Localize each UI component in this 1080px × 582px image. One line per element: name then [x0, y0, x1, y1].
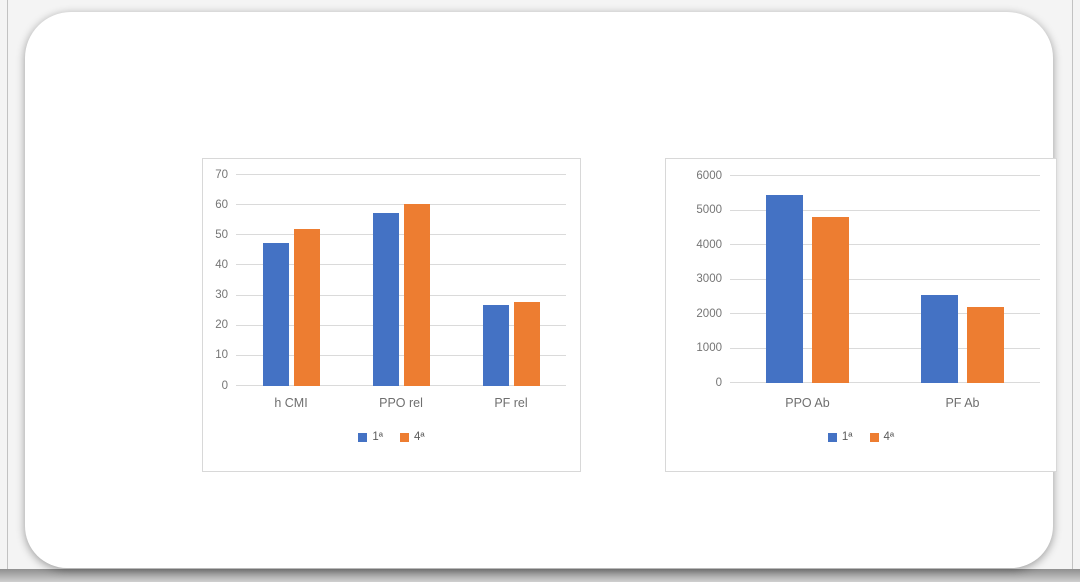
legend: 1ª 4ª	[666, 431, 1056, 444]
y-axis: 0 10 20 30 40 50 60 70	[184, 169, 228, 391]
plot-area: 0 1000 2000 3000 4000 5000 6000	[696, 170, 1040, 388]
legend-label: 1ª	[372, 431, 383, 443]
gridline	[730, 175, 1040, 176]
bar-group	[730, 176, 885, 383]
y-tick-label: 1000	[696, 341, 722, 354]
bar-group	[885, 176, 1040, 383]
y-tick-label: 40	[215, 258, 228, 271]
x-axis-labels: PPO Ab PF Ab	[730, 397, 1040, 410]
legend-label: 4ª	[883, 431, 895, 443]
y-tick-label: 6000	[696, 169, 722, 182]
legend: 1ª 4ª	[203, 431, 580, 444]
bar	[372, 212, 399, 386]
y-tick-label: 70	[215, 168, 228, 181]
bar	[766, 194, 803, 383]
bar	[262, 242, 289, 386]
bar-group	[456, 175, 566, 386]
x-axis-labels: h CMI PPO rel PF rel	[236, 397, 566, 410]
category-label: PF Ab	[945, 396, 980, 410]
legend-item: 1ª	[358, 431, 383, 444]
gridline	[730, 382, 1040, 383]
chart-panel-absolute-activity: 0 1000 2000 3000 4000 5000 6000 PPO Ab PF Ab 1ª…	[665, 158, 1057, 472]
legend-label: 1ª	[841, 431, 853, 443]
legend-item: 4ª	[400, 431, 425, 444]
y-tick-label: 10	[215, 349, 228, 362]
window-bottom-shadow	[0, 569, 1080, 582]
bar	[812, 217, 849, 383]
y-tick-label: 4000	[696, 238, 722, 251]
y-axis: 0 1000 2000 3000 4000 5000 6000	[678, 170, 722, 388]
gridline	[236, 234, 566, 236]
bar	[482, 304, 509, 386]
window-edge-right	[1072, 0, 1073, 582]
y-tick-label: 20	[215, 318, 228, 331]
gridline	[236, 294, 566, 296]
legend-swatch	[358, 433, 368, 443]
bar	[403, 203, 430, 386]
gridline	[236, 204, 566, 206]
y-tick-label: 2000	[696, 307, 722, 320]
bar	[513, 301, 540, 386]
gridline	[236, 324, 566, 326]
bar	[293, 229, 320, 386]
category-label: PPO rel	[379, 396, 423, 410]
slide-canvas: 0 10 20 30 40 50 60 70 h CMI PPO rel PF rel 1ª 4ª …	[25, 12, 1057, 568]
gridline	[730, 244, 1040, 246]
gridline	[730, 347, 1040, 349]
plot-area: 0 10 20 30 40 50 60 70	[215, 169, 566, 391]
bar-group	[236, 175, 346, 386]
category-label: PF rel	[494, 396, 528, 410]
legend-item: 4ª	[869, 431, 895, 444]
gridline	[730, 209, 1040, 211]
gridline	[730, 278, 1040, 280]
y-tick-label: 5000	[696, 203, 722, 216]
gridline	[236, 174, 566, 175]
bar	[921, 295, 958, 383]
category-label: h CMI	[274, 396, 308, 410]
y-tick-label: 30	[215, 288, 228, 301]
y-tick-label: 0	[715, 376, 722, 389]
legend-swatch	[869, 433, 879, 443]
legend-swatch	[827, 433, 837, 443]
legend-item: 1ª	[827, 431, 853, 444]
gridline	[236, 385, 566, 386]
category-label: PPO Ab	[785, 396, 830, 410]
bars-layer	[730, 176, 1040, 383]
charts-row: 0 10 20 30 40 50 60 70 h CMI PPO rel PF rel 1ª 4ª …	[162, 142, 1080, 488]
y-tick-label: 60	[215, 198, 228, 211]
legend-swatch	[400, 433, 409, 443]
y-tick-label: 0	[221, 379, 228, 392]
chart-panel-relative-activity: 0 10 20 30 40 50 60 70 h CMI PPO rel PF rel 1ª 4ª	[202, 158, 581, 472]
gridline	[730, 313, 1040, 315]
y-tick-label: 50	[215, 228, 228, 241]
bar-group	[346, 175, 456, 386]
gridline	[236, 354, 566, 356]
y-tick-label: 3000	[696, 272, 722, 285]
bar	[967, 307, 1004, 383]
legend-label: 4ª	[414, 431, 425, 443]
window-edge-left	[7, 0, 8, 582]
gridline	[236, 264, 566, 266]
bars-layer	[236, 175, 566, 386]
